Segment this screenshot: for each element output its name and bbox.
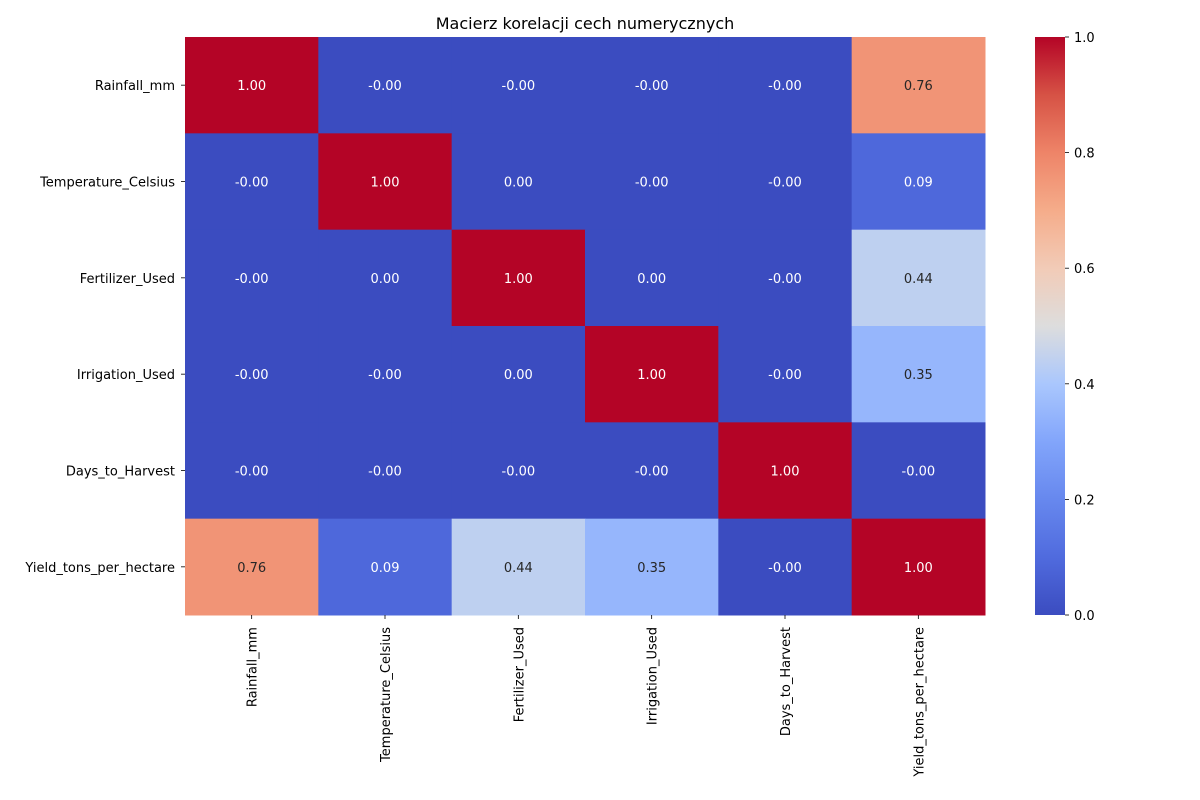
x-tick-label: Days_to_Harvest [779,627,794,736]
heatmap-cell [451,229,586,327]
cell-annotation: 0.35 [904,368,933,383]
cell-annotation: 1.00 [904,561,933,576]
x-tick-label: Fertilizer_Used [512,627,527,722]
cell-annotation: 0.00 [504,368,533,383]
heatmap-cell [585,133,719,231]
heatmap-cell [318,518,453,616]
x-tick-label: Irrigation_Used [646,627,661,725]
cell-annotation: 1.00 [504,272,533,287]
cell-annotation: -0.00 [235,368,269,383]
heatmap-cell [451,133,586,231]
cell-annotation: -0.00 [768,272,802,287]
x-tick-label: Rainfall_mm [246,627,261,707]
heatmap-cell [585,37,719,134]
colorbar-tick-label: 0.2 [1074,493,1095,508]
heatmap-cell [851,229,986,327]
cell-annotation: 0.35 [637,561,666,576]
cell-annotation: 0.09 [904,176,933,191]
cell-annotation: -0.00 [502,79,536,94]
cell-annotation: 0.44 [504,561,533,576]
cell-annotation: 0.00 [504,176,533,191]
heatmap-cells [185,37,986,616]
colorbar-tick-label: 0.4 [1074,378,1095,393]
y-tick-label: Rainfall_mm [95,79,175,94]
x-axis-ticks: Rainfall_mm Temperature_Celsius Fertilizer… [246,615,927,778]
heatmap-cell [851,133,986,231]
heatmap-cell [318,229,453,327]
cell-annotation: 0.76 [237,561,266,576]
cell-annotation: -0.00 [635,465,669,480]
cell-annotation: -0.00 [368,465,402,480]
cell-annotation: -0.00 [235,465,269,480]
heatmap-cell [718,326,853,423]
y-tick-label: Irrigation_Used [77,368,175,383]
cell-annotation: 1.00 [771,465,800,480]
heatmap-cell [718,229,853,327]
heatmap-cell [851,37,986,134]
heatmap-cell [451,518,586,616]
colorbar-tick-label: 0.6 [1074,262,1095,277]
heatmap-cell [451,326,586,423]
heatmap-cell [718,422,853,520]
heatmap-annotations: 1.00 -0.00 -0.00 -0.00 -0.00 0.76 -0.00 1.00 0.0… [235,79,935,576]
heatmap-cell [318,326,453,423]
heatmap-cell [185,422,319,520]
colorbar-gradient [1035,37,1065,615]
cell-annotation: -0.00 [368,79,402,94]
heatmap-cell [318,133,453,231]
chart-title: Macierz korelacji cech numerycznych [436,14,735,33]
heatmap-cell [451,422,586,520]
heatmap-cell [185,37,319,134]
colorbar-tick-label: 0.0 [1074,609,1095,624]
y-axis-ticks: Rainfall_mm Temperature_Celsius Fertilizer… [24,79,185,576]
cell-annotation: -0.00 [768,368,802,383]
cell-annotation: 1.00 [237,79,266,94]
heatmap-cell [718,133,853,231]
cell-annotation: 1.00 [371,176,400,191]
cell-annotation: -0.00 [768,561,802,576]
heatmap-cell [585,326,719,423]
cell-annotation: 0.00 [371,272,400,287]
y-tick-label: Yield_tons_per_hectare [24,561,175,576]
cell-annotation: 0.09 [371,561,400,576]
cell-annotation: 0.44 [904,272,933,287]
cell-annotation: 0.76 [904,79,933,94]
cell-annotation: -0.00 [768,79,802,94]
cell-annotation: -0.00 [235,176,269,191]
heatmap-cell [185,326,319,423]
cell-annotation: -0.00 [768,176,802,191]
heatmap-cell [851,326,986,423]
y-tick-label: Temperature_Celsius [39,176,175,191]
heatmap-cell [318,37,453,134]
heatmap-cell [318,422,453,520]
cell-annotation: -0.00 [635,176,669,191]
cell-annotation: -0.00 [368,368,402,383]
heatmap-cell [451,37,586,134]
heatmap-cell [185,518,319,616]
heatmap-cell [185,133,319,231]
heatmap-cell [185,229,319,327]
x-tick-label: Temperature_Celsius [379,627,394,763]
y-tick-label: Days_to_Harvest [66,465,175,480]
x-tick-label: Yield_tons_per_hectare [912,627,927,778]
cell-annotation: -0.00 [635,79,669,94]
heatmap-cell [851,518,986,616]
cell-annotation: 0.00 [637,272,666,287]
cell-annotation: -0.00 [502,465,536,480]
heatmap-cell [585,422,719,520]
colorbar: 0.0 0.2 0.4 0.6 0.8 1.0 [1035,31,1095,624]
y-tick-label: Fertilizer_Used [80,272,175,287]
cell-annotation: 1.00 [637,368,666,383]
heatmap-cell [585,518,719,616]
heatmap-cell [585,229,719,327]
heatmap-cell [718,37,853,134]
heatmap-cell [718,518,853,616]
heatmap-cell [851,422,986,520]
cell-annotation: -0.00 [902,465,936,480]
colorbar-tick-label: 0.8 [1074,147,1095,162]
colorbar-tick-label: 1.0 [1074,31,1095,46]
cell-annotation: -0.00 [235,272,269,287]
